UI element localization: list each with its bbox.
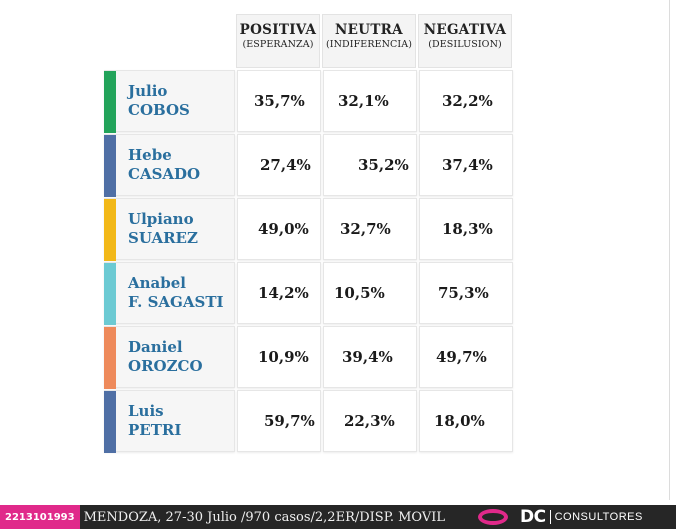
value-cell-positiva: 59,7% xyxy=(237,390,321,452)
footer-phone: 2213101993 xyxy=(0,505,80,529)
candidate-last-name: F. SAGASTI xyxy=(128,293,224,311)
table-row: Ulpiano SUAREZ 49,0% 32,7% 18,3% xyxy=(104,198,513,261)
column-subtitle: (INDIFERENCIA) xyxy=(325,39,413,50)
candidate-first-name: Ulpiano xyxy=(128,210,194,228)
value-cell-positiva: 49,0% xyxy=(237,198,321,260)
candidate-first-name: Daniel xyxy=(128,338,183,356)
percentage-value: 10,5% xyxy=(334,284,385,302)
column-header-positiva: POSITIVA (ESPERANZA) xyxy=(236,14,320,68)
candidate-name: Julio COBOS xyxy=(128,82,190,120)
value-cell-positiva: 27,4% xyxy=(237,134,321,196)
candidate-color-bar xyxy=(104,263,116,325)
candidate-color-bar xyxy=(104,327,116,389)
percentage-value: 35,7% xyxy=(254,92,305,110)
table-row: Hebe CASADO 27,4% 35,2% 37,4% xyxy=(104,134,513,197)
column-header-negativa: NEGATIVA (DESILUSION) xyxy=(418,14,512,68)
value-cell-negativa: 32,2% xyxy=(419,70,513,132)
table-row: Julio COBOS 35,7% 32,1% 32,2% xyxy=(104,70,513,133)
logo-separator xyxy=(549,510,551,524)
logo-dc-text: DC xyxy=(520,507,546,527)
candidate-cell: Hebe CASADO xyxy=(104,134,235,197)
percentage-value: 75,3% xyxy=(438,284,489,302)
candidate-color-bar xyxy=(104,71,116,133)
candidate-last-name: OROZCO xyxy=(128,357,203,375)
column-subtitle: (DESILUSION) xyxy=(428,39,502,50)
column-header-neutra: NEUTRA (INDIFERENCIA) xyxy=(322,14,416,68)
percentage-value: 49,7% xyxy=(436,348,487,366)
column-title: NEUTRA xyxy=(335,22,403,38)
candidate-cell: Ulpiano SUAREZ xyxy=(104,198,235,261)
candidate-color-bar xyxy=(104,135,116,197)
candidate-cell: Luis PETRI xyxy=(104,390,235,453)
table-body: Julio COBOS 35,7% 32,1% 32,2% Hebe CASADO 27,4%… xyxy=(104,70,513,454)
column-subtitle: (ESPERANZA) xyxy=(242,39,314,50)
percentage-value: 59,7% xyxy=(264,412,315,430)
value-cell-neutra: 10,5% xyxy=(323,262,417,324)
percentage-value: 22,3% xyxy=(344,412,395,430)
table-row: Anabel F. SAGASTI 14,2% 10,5% 75,3% xyxy=(104,262,513,325)
footer-info: MENDOZA, 27-30 Julio /970 casos/2,2ER/DI… xyxy=(83,509,445,525)
candidate-first-name: Luis xyxy=(128,402,164,420)
table-row: Daniel OROZCO 10,9% 39,4% 49,7% xyxy=(104,326,513,389)
percentage-value: 18,0% xyxy=(434,412,485,430)
value-cell-positiva: 10,9% xyxy=(237,326,321,388)
candidate-name: Luis PETRI xyxy=(128,402,181,440)
table-header: POSITIVA (ESPERANZA) NEUTRA (INDIFERENCI… xyxy=(236,14,514,68)
percentage-value: 32,1% xyxy=(338,92,389,110)
value-cell-positiva: 14,2% xyxy=(237,262,321,324)
page-frame xyxy=(669,0,670,500)
candidate-name: Daniel OROZCO xyxy=(128,338,203,376)
percentage-value: 49,0% xyxy=(258,220,309,238)
candidate-first-name: Hebe xyxy=(128,146,172,164)
value-cell-positiva: 35,7% xyxy=(237,70,321,132)
value-cell-negativa: 49,7% xyxy=(419,326,513,388)
dc-consultores-logo: DC CONSULTORES xyxy=(478,505,643,529)
value-cell-negativa: 18,0% xyxy=(419,390,513,452)
table-row: Luis PETRI 59,7% 22,3% 18,0% xyxy=(104,390,513,453)
percentage-value: 27,4% xyxy=(260,156,311,174)
percentage-value: 32,7% xyxy=(340,220,391,238)
candidate-name: Anabel F. SAGASTI xyxy=(128,274,224,312)
candidate-color-bar xyxy=(104,391,116,453)
value-cell-neutra: 35,2% xyxy=(323,134,417,196)
candidate-first-name: Anabel xyxy=(128,274,186,292)
logo-consultores-text: CONSULTORES xyxy=(554,511,643,523)
candidate-last-name: CASADO xyxy=(128,165,201,183)
value-cell-neutra: 39,4% xyxy=(323,326,417,388)
candidate-cell: Anabel F. SAGASTI xyxy=(104,262,235,325)
value-cell-neutra: 32,7% xyxy=(323,198,417,260)
candidate-name: Ulpiano SUAREZ xyxy=(128,210,198,248)
candidate-name: Hebe CASADO xyxy=(128,146,200,184)
column-title: NEGATIVA xyxy=(423,22,507,38)
value-cell-negativa: 18,3% xyxy=(419,198,513,260)
percentage-value: 14,2% xyxy=(258,284,309,302)
percentage-value: 18,3% xyxy=(442,220,493,238)
candidate-cell: Daniel OROZCO xyxy=(104,326,235,389)
footer-bar: 2213101993 MENDOZA, 27-30 Julio /970 cas… xyxy=(0,505,676,529)
percentage-value: 39,4% xyxy=(342,348,393,366)
percentage-value: 35,2% xyxy=(358,156,409,174)
value-cell-negativa: 37,4% xyxy=(419,134,513,196)
candidate-last-name: SUAREZ xyxy=(128,229,198,247)
value-cell-neutra: 22,3% xyxy=(323,390,417,452)
percentage-value: 32,2% xyxy=(442,92,493,110)
candidate-cell: Julio COBOS xyxy=(104,70,235,133)
candidate-first-name: Julio xyxy=(128,82,168,100)
value-cell-neutra: 32,1% xyxy=(323,70,417,132)
column-title: POSITIVA xyxy=(239,22,317,38)
candidate-last-name: PETRI xyxy=(128,421,182,439)
value-cell-negativa: 75,3% xyxy=(419,262,513,324)
logo-ring-icon xyxy=(478,509,508,525)
percentage-value: 37,4% xyxy=(442,156,493,174)
percentage-value: 10,9% xyxy=(258,348,309,366)
candidate-last-name: COBOS xyxy=(128,101,190,119)
candidate-color-bar xyxy=(104,199,116,261)
